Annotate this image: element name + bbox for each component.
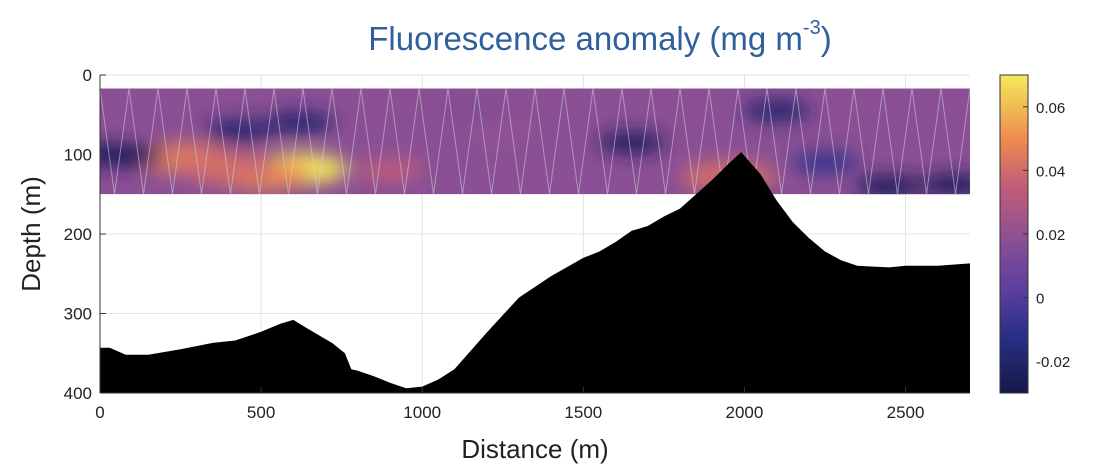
x-tick-label: 1500 xyxy=(564,403,602,422)
colorbar-tick-label: -0.02 xyxy=(1036,354,1070,371)
field-blob xyxy=(791,151,859,173)
x-tick-label: 2500 xyxy=(887,403,925,422)
x-axis-label: Distance (m) xyxy=(461,434,608,464)
field-blob xyxy=(469,121,537,143)
x-tick-label: 2000 xyxy=(726,403,764,422)
field-blob xyxy=(437,100,505,122)
x-tick-label: 0 xyxy=(95,403,104,422)
field-blob xyxy=(855,175,923,197)
y-axis-label: Depth (m) xyxy=(16,176,46,292)
field-blob xyxy=(598,132,666,154)
y-tick-label: 400 xyxy=(64,384,92,403)
colorbar-tick-label: 0 xyxy=(1036,291,1044,308)
profile-trace xyxy=(985,89,1000,195)
colorbar-tick-label: 0.06 xyxy=(1036,100,1065,117)
x-tick-label: 1000 xyxy=(403,403,441,422)
y-tick-label: 300 xyxy=(64,305,92,324)
field-blob xyxy=(356,159,424,181)
anomaly-field xyxy=(72,89,999,198)
y-tick-label: 100 xyxy=(64,146,92,165)
colorbar: 0.06 0.04 0.02 0 -0.02 xyxy=(1000,75,1070,393)
y-tick-label: 200 xyxy=(64,225,92,244)
profile-trace xyxy=(970,89,985,195)
colorbar-tick-label: 0.02 xyxy=(1036,227,1065,244)
y-tick-label: 0 xyxy=(83,66,92,85)
x-tick-label: 500 xyxy=(247,403,275,422)
colorbar-tick-label: 0.04 xyxy=(1036,163,1065,180)
field-blob xyxy=(95,145,163,167)
